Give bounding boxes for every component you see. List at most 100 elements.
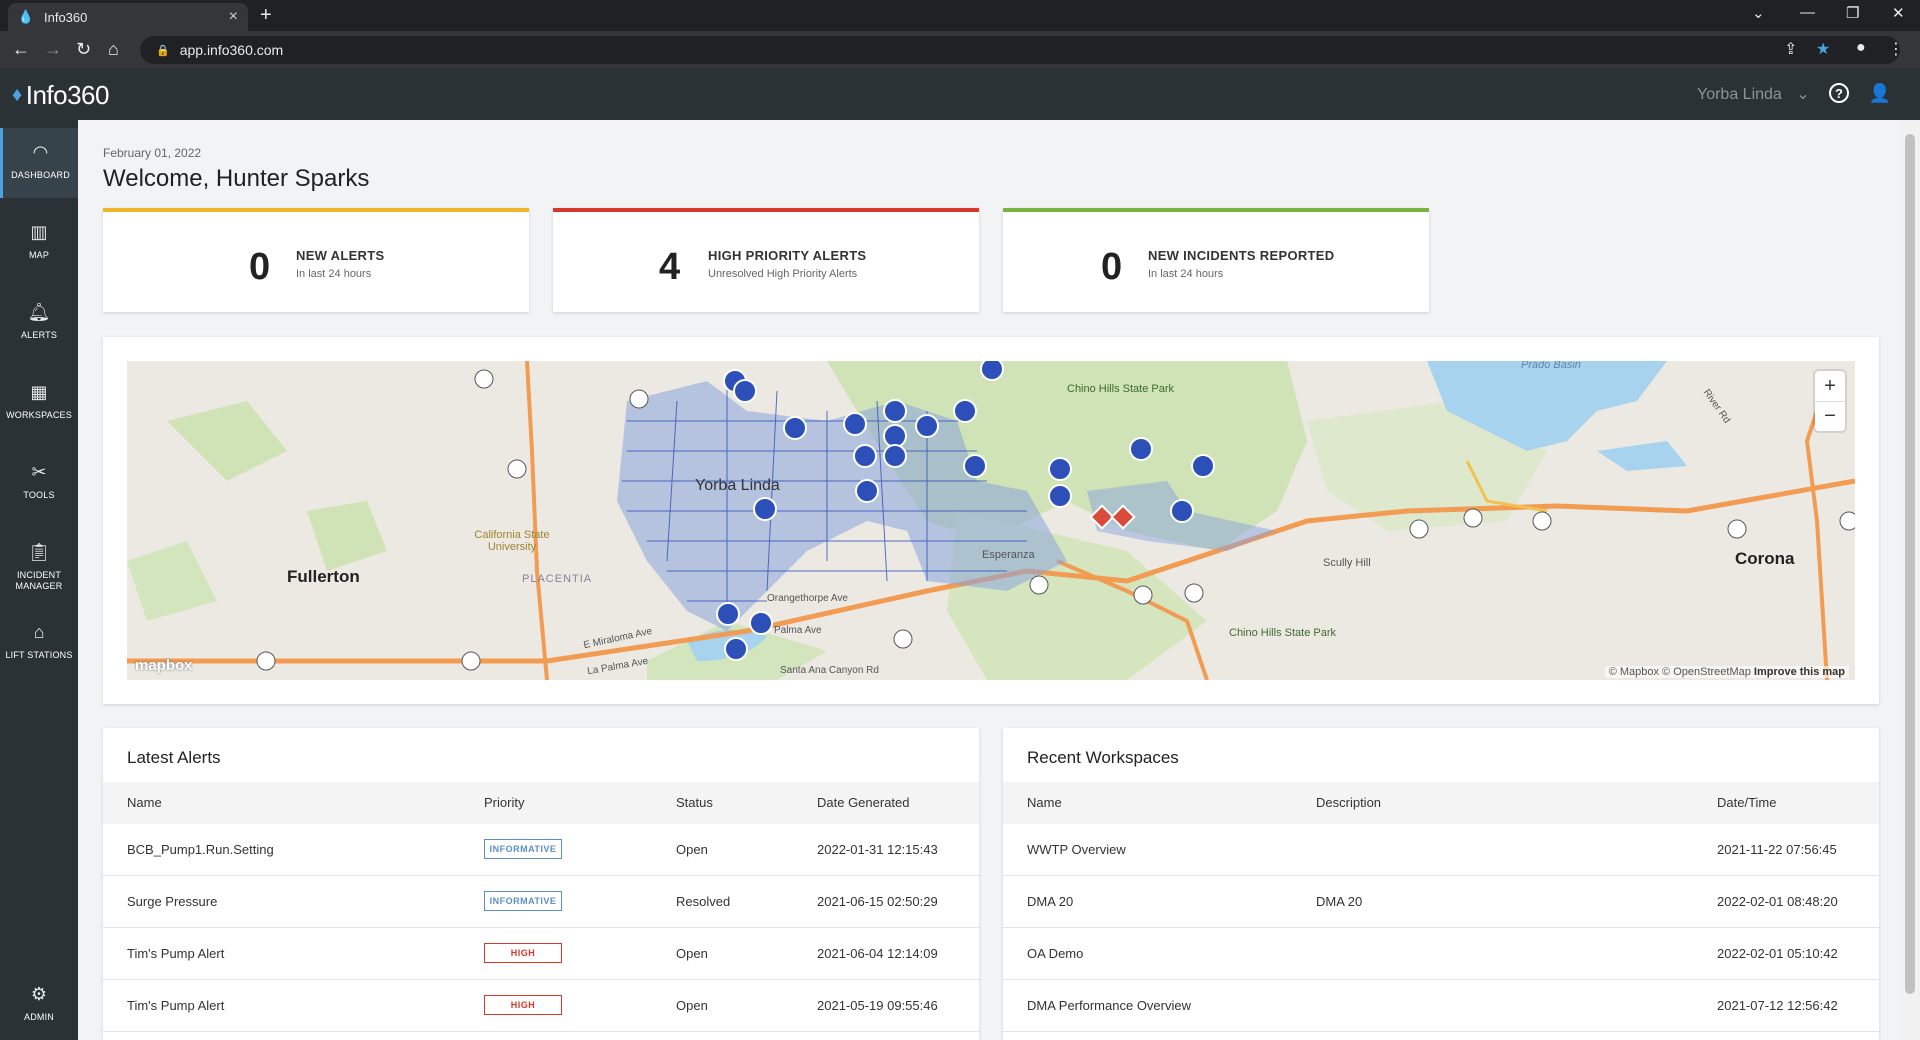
zoom-in-button[interactable]: + <box>1824 374 1836 397</box>
table-row[interactable]: DMA 20 DMA 20 2022-02-01 08:48:20 <box>1003 876 1879 928</box>
table-row[interactable]: BCB_Pump1.Run.Setting INFORMATIVE Open 2… <box>103 824 979 876</box>
map-label: Yorba Linda <box>695 477 780 494</box>
alert-name: Tim's Pump Alert <box>127 998 225 1013</box>
scrollbar-thumb[interactable] <box>1905 134 1915 994</box>
kpi-value: 4 <box>659 246 681 288</box>
table-row[interactable]: DMA Performance Overview 2021-07-12 12:5… <box>1003 980 1879 1032</box>
kpi-card-high-priority-alerts[interactable]: 4 HIGH PRIORITY ALERTS Unresolved High P… <box>553 208 979 312</box>
help-button[interactable]: ? <box>1827 81 1851 105</box>
map-canvas <box>127 361 1855 680</box>
browser-address-bar: ← → ↻ ⌂ 🔒 app.info360.com ⇪ ★ ● ⋮ <box>0 31 1920 68</box>
table-row[interactable]: OA Demo 2022-02-01 05:10:42 <box>1003 928 1879 980</box>
sidebar-item-lift-stations[interactable]: ⌂ LIFT STATIONS <box>0 608 78 678</box>
kpi-value: 0 <box>1101 246 1123 288</box>
workspace-name: DMA 20 <box>1027 894 1074 909</box>
kpi-card-new-incidents[interactable]: 0 NEW INCIDENTS REPORTED In last 24 hour… <box>1003 208 1429 312</box>
map-label: Chino Hills State Park <box>1229 627 1336 639</box>
sidebar-item-dashboard[interactable]: ◠ DASHBOARD <box>0 128 78 198</box>
home-icon[interactable]: ⌂ <box>108 39 119 59</box>
alert-date: 2021-06-15 02:50:29 <box>817 894 938 909</box>
column-header[interactable]: Date Generated <box>817 795 910 810</box>
alert-name: Tim's Pump Alert <box>127 946 225 961</box>
workspace-name: DMA Performance Overview <box>1027 998 1191 1013</box>
tab-title: Info360 <box>44 9 88 25</box>
sidebar-item-label: WORKSPACES <box>6 410 72 420</box>
priority-badge: INFORMATIVE <box>484 839 562 859</box>
sidebar-item-workspaces[interactable]: ▦ WORKSPACES <box>0 368 78 438</box>
map-attribution: © Mapbox © OpenStreetMap Improve this ma… <box>1604 666 1849 678</box>
alert-status: Resolved <box>676 894 731 909</box>
chevron-down-icon: ⌄ <box>1796 86 1810 103</box>
share-icon[interactable]: ⇪ <box>1784 41 1798 58</box>
app-logo[interactable]: ♦ Info360 <box>12 80 109 111</box>
back-icon[interactable]: ← <box>12 39 30 59</box>
workspace-name: WWTP Overview <box>1027 842 1126 857</box>
sidebar-item-map[interactable]: ▥ MAP <box>0 208 78 278</box>
column-header[interactable]: Status <box>676 795 713 810</box>
browser-menu-icon[interactable]: ⋮ <box>1888 41 1904 58</box>
browser-tab-bar: 💧 Info360 × + ⌄ — ❐ ✕ <box>0 0 1920 31</box>
alert-date: 2021-05-19 09:55:46 <box>817 998 938 1013</box>
page-scrollbar[interactable] <box>1900 120 1920 1040</box>
close-window-icon[interactable]: ✕ <box>1892 5 1905 22</box>
kpi-card-new-alerts[interactable]: 0 NEW ALERTS In last 24 hours <box>103 208 529 312</box>
tab-search-icon[interactable]: ⌄ <box>1752 5 1765 22</box>
zoom-out-button[interactable]: − <box>1815 401 1845 431</box>
column-header[interactable]: Name <box>127 795 162 810</box>
help-icon: ? <box>1829 83 1849 103</box>
map-label: PLACENTIA <box>522 573 593 585</box>
lift-station-icon: ⌂ <box>33 622 45 642</box>
page-title: Welcome, Hunter Sparks <box>103 165 370 192</box>
reload-icon[interactable]: ↻ <box>76 39 92 59</box>
sidebar-item-alerts[interactable]: 🔔︎ ALERTS <box>0 288 78 358</box>
sidebar-item-admin[interactable]: ⚙ ADMIN <box>0 970 78 1040</box>
sidebar-item-label: LIFT STATIONS <box>5 650 73 660</box>
sidebar-item-label: TOOLS <box>23 490 55 500</box>
alert-status: Open <box>676 998 708 1013</box>
column-header[interactable]: Description <box>1316 795 1382 810</box>
recent-workspaces-card: Recent Workspaces Name Description Date/… <box>1003 728 1879 1040</box>
site-selector[interactable]: Yorba Linda ⌄ <box>1697 84 1810 104</box>
info360-logo-icon: ♦ <box>12 84 22 106</box>
workspace-description: DMA 20 <box>1316 894 1363 909</box>
table-row[interactable]: Tim's Pump Alert HIGH Open 2021-05-19 09… <box>103 980 979 1032</box>
map-label: Chino Hills State Park <box>1067 383 1174 395</box>
column-header[interactable]: Priority <box>484 795 525 810</box>
column-header[interactable]: Date/Time <box>1717 795 1777 810</box>
table-row[interactable]: WWTP Overview 2021-11-22 07:56:45 <box>1003 824 1879 876</box>
latest-alerts-card: Latest Alerts Name Priority Status Date … <box>103 728 979 1040</box>
alert-date: 2022-01-31 12:15:43 <box>817 842 938 857</box>
sidebar-item-incident-manager[interactable]: 📋︎ INCIDENT MANAGER <box>0 528 78 598</box>
tab-close-icon[interactable]: × <box>228 8 238 25</box>
bookmark-star-icon[interactable]: ★ <box>1816 41 1831 58</box>
browser-tab[interactable]: 💧 Info360 × <box>8 3 248 31</box>
alert-date: 2021-06-04 12:14:09 <box>817 946 938 961</box>
minimize-icon[interactable]: — <box>1800 4 1815 21</box>
url-field[interactable]: 🔒 app.info360.com <box>140 36 1900 64</box>
kpi-value: 0 <box>249 246 271 288</box>
map-label: Orangethorpe Ave <box>767 593 848 604</box>
network-map[interactable]: Yorba Linda Fullerton Corona PLACENTIA C… <box>127 361 1855 680</box>
workspace-name: OA Demo <box>1027 946 1084 961</box>
map-icon: ▥ <box>30 222 48 242</box>
restore-icon[interactable]: ❐ <box>1846 5 1860 22</box>
improve-map-link[interactable]: Improve this map <box>1753 666 1845 678</box>
attribution-text[interactable]: © Mapbox © OpenStreetMap <box>1608 666 1751 678</box>
tools-icon: ✂ <box>31 462 47 482</box>
profile-icon[interactable]: ● <box>1856 39 1866 56</box>
sidebar-item-tools[interactable]: ✂ TOOLS <box>0 448 78 518</box>
mapbox-logo[interactable]: mapbox <box>135 657 193 674</box>
table-row[interactable]: Tim's Pump Alert HIGH Open 2021-06-04 12… <box>103 928 979 980</box>
sidebar-item-label: ALERTS <box>20 330 58 340</box>
forward-icon[interactable]: → <box>44 39 62 59</box>
workspace-date: 2022-02-01 05:10:42 <box>1717 946 1838 961</box>
new-tab-button[interactable]: + <box>260 4 272 26</box>
column-header[interactable]: Name <box>1027 795 1062 810</box>
alert-name: BCB_Pump1.Run.Setting <box>127 842 274 857</box>
kpi-title: NEW ALERTS <box>296 248 385 263</box>
user-icon[interactable]: 👤 <box>1868 82 1892 103</box>
bell-icon: 🔔︎ <box>27 302 51 322</box>
table-header: Name Priority Status Date Generated <box>103 782 979 824</box>
table-row[interactable]: Surge Pressure INFORMATIVE Resolved 2021… <box>103 876 979 928</box>
zoom-control: + − <box>1815 371 1845 431</box>
